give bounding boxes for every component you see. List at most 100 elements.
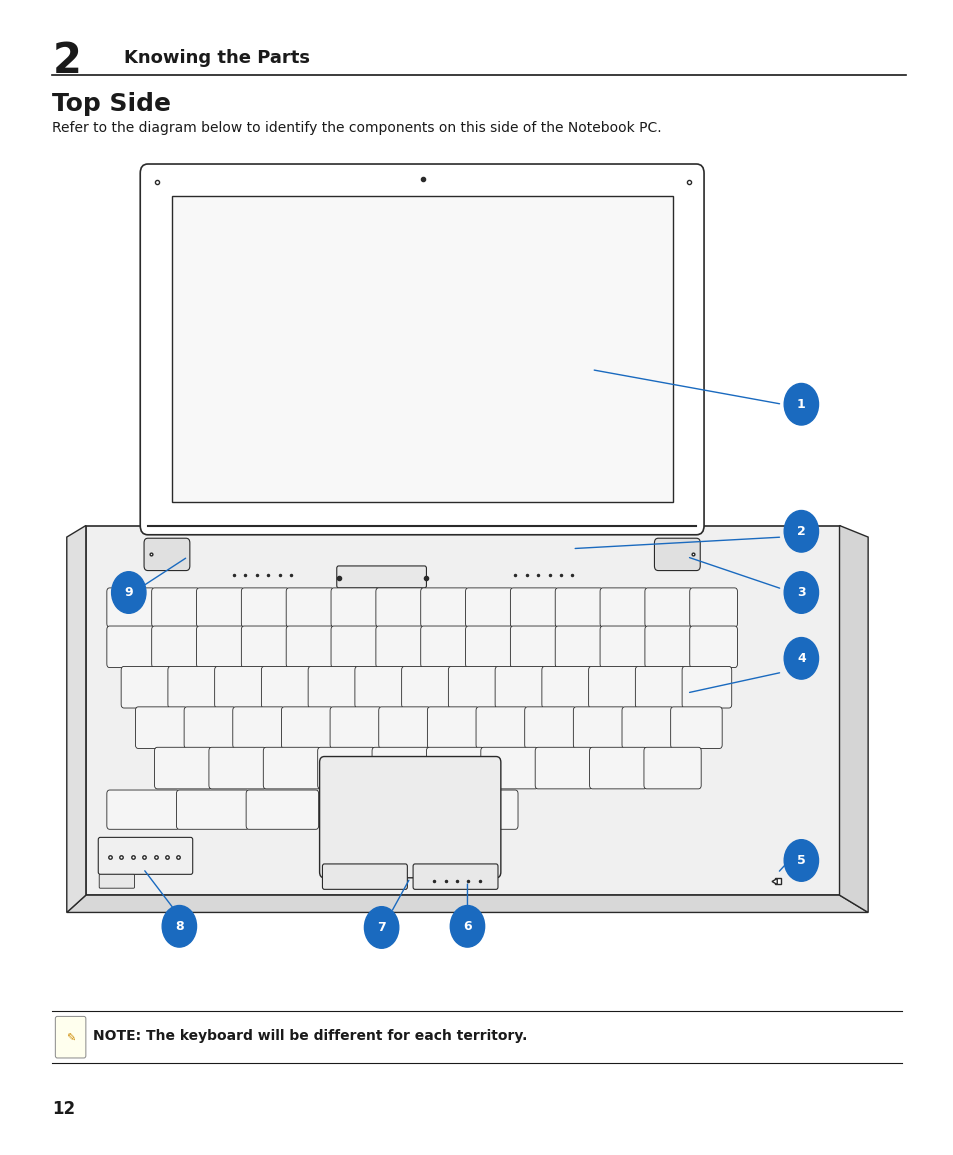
FancyBboxPatch shape <box>535 747 592 789</box>
FancyBboxPatch shape <box>465 626 513 668</box>
FancyBboxPatch shape <box>644 588 692 627</box>
FancyBboxPatch shape <box>241 626 289 668</box>
Text: 6: 6 <box>462 919 472 933</box>
FancyBboxPatch shape <box>263 747 320 789</box>
Polygon shape <box>839 526 867 912</box>
Text: 4: 4 <box>796 651 805 665</box>
FancyBboxPatch shape <box>184 707 235 748</box>
FancyBboxPatch shape <box>336 566 426 588</box>
Polygon shape <box>67 895 867 912</box>
FancyBboxPatch shape <box>330 707 381 748</box>
FancyBboxPatch shape <box>168 666 217 708</box>
FancyBboxPatch shape <box>555 588 602 627</box>
FancyBboxPatch shape <box>476 707 527 748</box>
FancyBboxPatch shape <box>135 707 187 748</box>
FancyBboxPatch shape <box>121 666 171 708</box>
FancyBboxPatch shape <box>427 707 478 748</box>
FancyBboxPatch shape <box>286 626 334 668</box>
FancyBboxPatch shape <box>588 666 638 708</box>
FancyBboxPatch shape <box>510 588 558 627</box>
FancyBboxPatch shape <box>154 747 212 789</box>
FancyBboxPatch shape <box>355 666 404 708</box>
Circle shape <box>112 572 146 613</box>
Polygon shape <box>86 526 839 895</box>
FancyBboxPatch shape <box>107 626 154 668</box>
FancyBboxPatch shape <box>176 790 249 829</box>
FancyBboxPatch shape <box>689 626 737 668</box>
Text: 7: 7 <box>376 921 386 934</box>
Circle shape <box>783 511 818 552</box>
Text: Knowing the Parts: Knowing the Parts <box>124 49 310 67</box>
FancyBboxPatch shape <box>261 666 311 708</box>
Text: 5: 5 <box>796 854 805 867</box>
FancyBboxPatch shape <box>331 588 378 627</box>
FancyBboxPatch shape <box>55 1016 86 1058</box>
Circle shape <box>162 906 196 947</box>
Text: 2: 2 <box>796 524 805 538</box>
FancyBboxPatch shape <box>401 666 451 708</box>
FancyBboxPatch shape <box>319 757 500 878</box>
FancyBboxPatch shape <box>689 588 737 627</box>
Text: Top Side: Top Side <box>52 92 172 117</box>
FancyBboxPatch shape <box>573 707 624 748</box>
FancyBboxPatch shape <box>140 164 703 535</box>
FancyBboxPatch shape <box>589 747 646 789</box>
FancyBboxPatch shape <box>448 666 497 708</box>
FancyBboxPatch shape <box>331 626 378 668</box>
FancyBboxPatch shape <box>420 626 468 668</box>
FancyBboxPatch shape <box>308 666 357 708</box>
FancyBboxPatch shape <box>246 790 318 829</box>
FancyBboxPatch shape <box>107 790 179 829</box>
FancyBboxPatch shape <box>317 747 375 789</box>
FancyBboxPatch shape <box>480 747 537 789</box>
Text: Refer to the diagram below to identify the components on this side of the Notebo: Refer to the diagram below to identify t… <box>52 121 661 135</box>
FancyBboxPatch shape <box>643 747 700 789</box>
FancyBboxPatch shape <box>644 626 692 668</box>
FancyBboxPatch shape <box>555 626 602 668</box>
Text: ✎: ✎ <box>66 1034 75 1043</box>
FancyBboxPatch shape <box>413 864 497 889</box>
FancyBboxPatch shape <box>152 626 199 668</box>
FancyBboxPatch shape <box>99 874 134 888</box>
FancyBboxPatch shape <box>375 626 423 668</box>
Text: 1: 1 <box>796 397 805 411</box>
FancyBboxPatch shape <box>144 538 190 571</box>
FancyBboxPatch shape <box>322 864 407 889</box>
FancyBboxPatch shape <box>241 588 289 627</box>
FancyBboxPatch shape <box>541 666 591 708</box>
Circle shape <box>364 907 398 948</box>
FancyBboxPatch shape <box>524 707 576 748</box>
FancyBboxPatch shape <box>172 196 672 502</box>
FancyBboxPatch shape <box>681 666 731 708</box>
Text: 3: 3 <box>796 586 805 599</box>
FancyBboxPatch shape <box>214 666 264 708</box>
FancyBboxPatch shape <box>420 588 468 627</box>
FancyBboxPatch shape <box>635 666 684 708</box>
Circle shape <box>783 572 818 613</box>
Text: NOTE: The keyboard will be different for each territory.: NOTE: The keyboard will be different for… <box>92 1029 526 1043</box>
FancyBboxPatch shape <box>196 588 244 627</box>
FancyBboxPatch shape <box>152 588 199 627</box>
FancyBboxPatch shape <box>98 837 193 874</box>
FancyBboxPatch shape <box>321 790 517 829</box>
FancyBboxPatch shape <box>599 588 647 627</box>
Text: 2: 2 <box>52 40 81 82</box>
FancyBboxPatch shape <box>286 588 334 627</box>
FancyBboxPatch shape <box>233 707 284 748</box>
Circle shape <box>783 638 818 679</box>
Polygon shape <box>67 526 86 912</box>
FancyBboxPatch shape <box>107 588 154 627</box>
Text: 12: 12 <box>52 1100 75 1118</box>
FancyBboxPatch shape <box>495 666 544 708</box>
FancyBboxPatch shape <box>654 538 700 571</box>
FancyBboxPatch shape <box>465 588 513 627</box>
FancyBboxPatch shape <box>196 626 244 668</box>
FancyBboxPatch shape <box>621 707 673 748</box>
FancyBboxPatch shape <box>209 747 266 789</box>
FancyBboxPatch shape <box>670 707 721 748</box>
Circle shape <box>783 383 818 425</box>
Text: 9: 9 <box>124 586 133 599</box>
FancyBboxPatch shape <box>378 707 430 748</box>
FancyBboxPatch shape <box>599 626 647 668</box>
Circle shape <box>450 906 484 947</box>
